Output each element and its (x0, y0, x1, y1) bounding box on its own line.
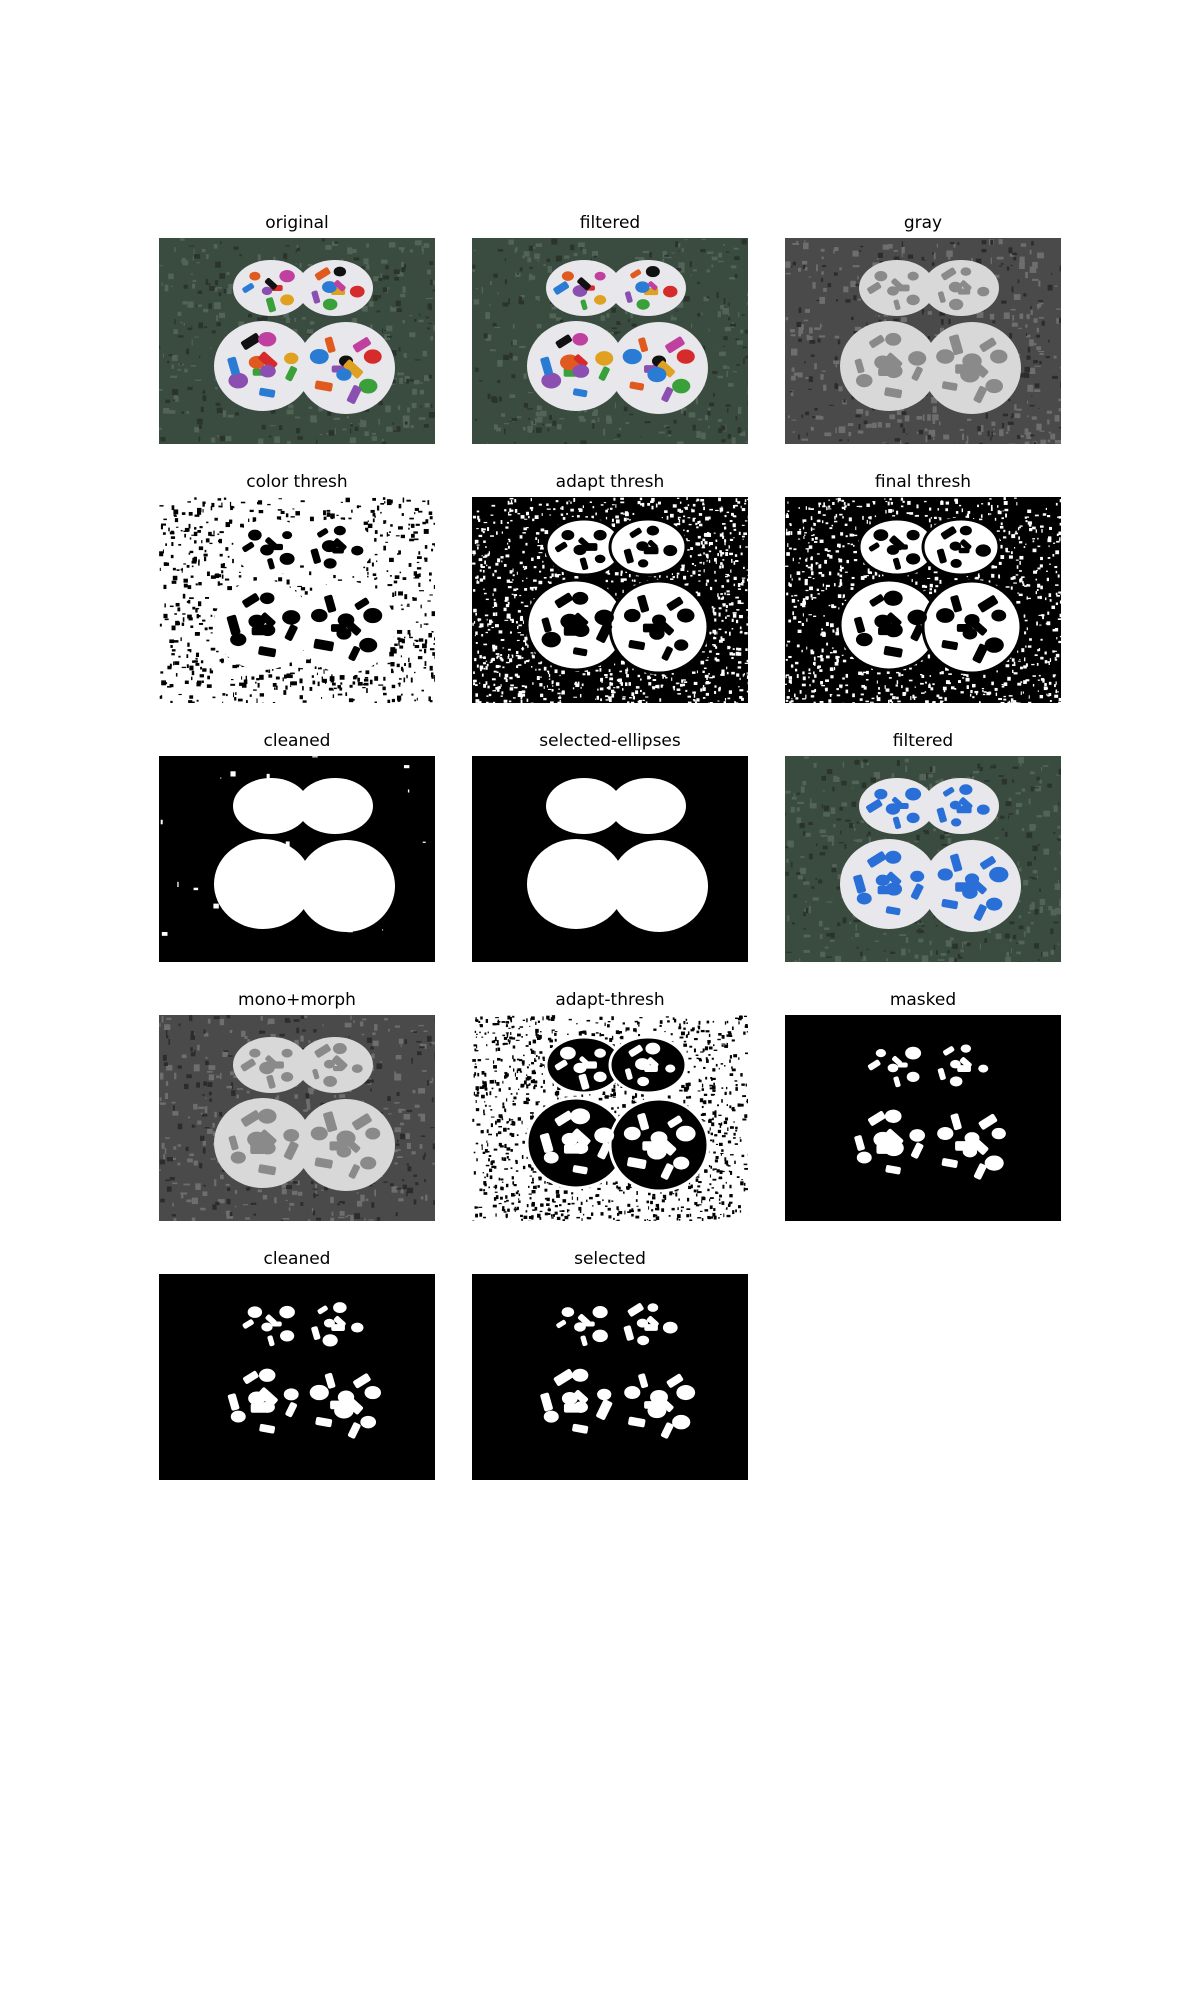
panel-title: masked (889, 990, 957, 1010)
panel-title: adapt-thresh (555, 990, 665, 1010)
panel-image (472, 756, 748, 962)
panel-image (159, 1274, 435, 1480)
panel-image (472, 238, 748, 444)
panel-title: adapt thresh (555, 472, 665, 492)
panel-title: selected-ellipses (539, 731, 681, 751)
panel-title: selected (574, 1249, 646, 1269)
panel-image (472, 1015, 748, 1221)
panel-image (159, 497, 435, 703)
panel-title: filtered (892, 731, 954, 751)
panel-title: gray (903, 213, 943, 233)
panel-title: color thresh (246, 472, 348, 492)
panel-image (159, 756, 435, 962)
panel-image (785, 238, 1061, 444)
panel-image (785, 1015, 1061, 1221)
panel-image (785, 497, 1061, 703)
panel-title: original (265, 213, 329, 233)
panel-title: cleaned (263, 1249, 331, 1269)
panel-title: mono+morph (238, 990, 356, 1010)
panel-image (785, 756, 1061, 962)
panel-title: filtered (579, 213, 641, 233)
panel-title: cleaned (263, 731, 331, 751)
panel-image (159, 238, 435, 444)
panel-image (472, 1274, 748, 1480)
panel-image (472, 497, 748, 703)
panel-image (159, 1015, 435, 1221)
panel-title: final thresh (874, 472, 972, 492)
